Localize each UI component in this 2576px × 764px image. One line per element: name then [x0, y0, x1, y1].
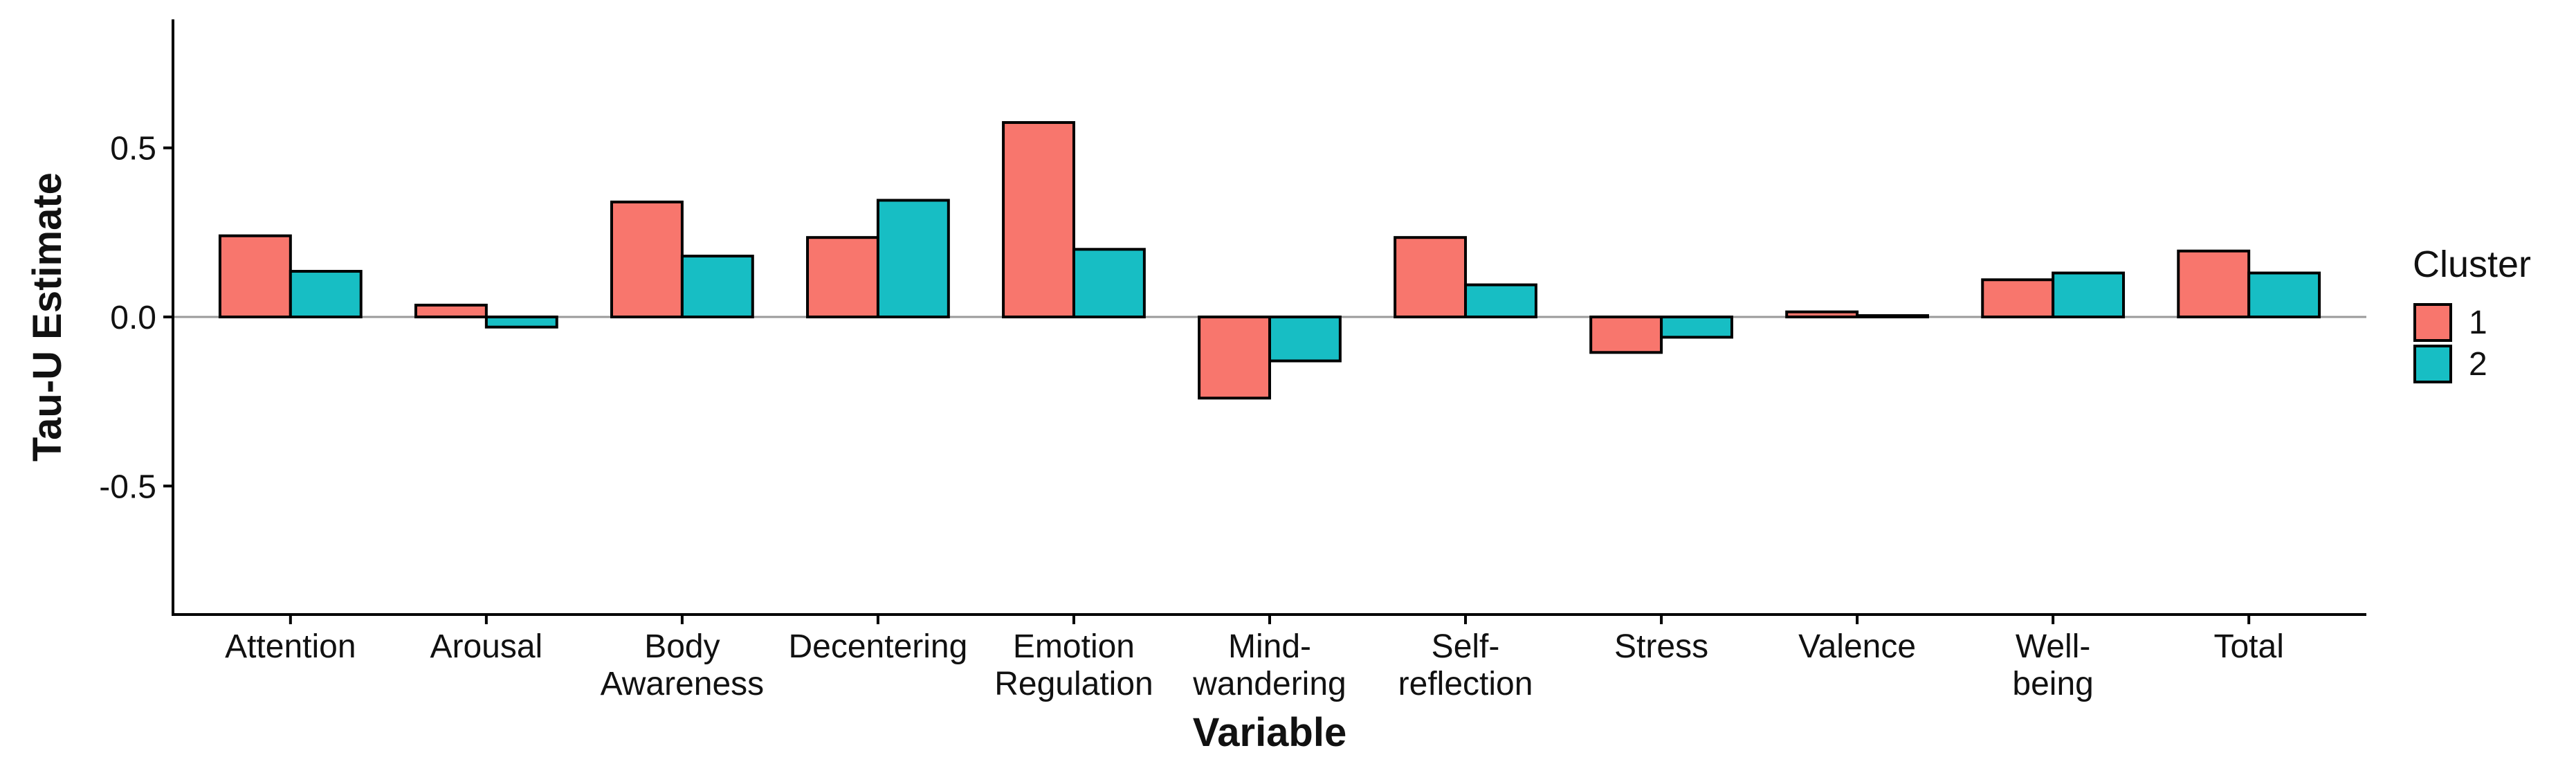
bar-total-cluster-1 — [2177, 249, 2251, 318]
legend: Cluster 12 — [2413, 244, 2531, 383]
bar-body-awareness-cluster-2 — [680, 255, 754, 318]
legend-swatch-cluster-2 — [2413, 345, 2452, 383]
y-tick-label: 0.0 — [110, 300, 156, 336]
x-axis-title: Variable — [1193, 710, 1346, 755]
x-tick-label: Total — [2213, 628, 2283, 665]
bar-stress-cluster-1 — [1589, 316, 1663, 354]
x-tick-label: Self-reflection — [1398, 628, 1533, 702]
x-tick-label: Body Awareness — [601, 628, 765, 702]
bar-valence-cluster-1 — [1785, 310, 1859, 318]
legend-items: 12 — [2413, 303, 2487, 383]
bar-emotion-regulation-cluster-1 — [1002, 121, 1075, 318]
legend-title: Cluster — [2413, 244, 2531, 285]
bar-mind-wandering-cluster-2 — [1268, 316, 1342, 363]
legend-swatch-cluster-1 — [2413, 303, 2452, 342]
bar-well-being-cluster-1 — [1981, 278, 2055, 318]
legend-label-cluster-2: 2 — [2469, 346, 2487, 383]
y-tick-label: 0.5 — [110, 131, 156, 167]
bar-attention-cluster-2 — [289, 270, 363, 318]
y-axis-title: Tau-U Estimate — [25, 172, 70, 462]
bar-body-awareness-cluster-1 — [610, 200, 684, 319]
x-tick-label: Arousal — [430, 628, 542, 665]
bar-self-reflection-cluster-1 — [1394, 236, 1468, 318]
x-tick-label: Emotion Regulation — [994, 628, 1153, 702]
plot-area — [173, 121, 2366, 400]
bar-decentering-cluster-2 — [876, 199, 950, 318]
x-tick-label: Attention — [225, 628, 356, 665]
x-tick-label: Well-being — [2012, 628, 2093, 702]
x-tick-label: Valence — [1798, 628, 1916, 665]
bar-mind-wandering-cluster-1 — [1198, 316, 1272, 400]
y-axis-ticks: -0.5 0.0 0.5 — [99, 131, 173, 505]
x-axis-ticks: Attention Arousal Body Awareness Decentering… — [225, 615, 2284, 702]
bar-emotion-regulation-cluster-2 — [1072, 248, 1146, 319]
x-tick-label: Mind-wandering — [1192, 628, 1346, 702]
y-tick-label: -0.5 — [99, 469, 156, 505]
x-tick-label: Decentering — [789, 628, 968, 665]
bar-valence-cluster-2 — [1856, 314, 1930, 318]
bar-arousal-cluster-2 — [484, 316, 558, 329]
bar-total-cluster-2 — [2247, 271, 2321, 318]
bar-decentering-cluster-1 — [806, 236, 879, 318]
bar-self-reflection-cluster-2 — [1464, 283, 1537, 319]
bar-attention-cluster-1 — [218, 234, 292, 318]
x-tick-label: Stress — [1614, 628, 1708, 665]
bar-well-being-cluster-2 — [2052, 271, 2126, 318]
bar-arousal-cluster-1 — [414, 303, 488, 319]
bar-stress-cluster-2 — [1660, 316, 1733, 339]
legend-label-cluster-1: 1 — [2469, 304, 2487, 341]
